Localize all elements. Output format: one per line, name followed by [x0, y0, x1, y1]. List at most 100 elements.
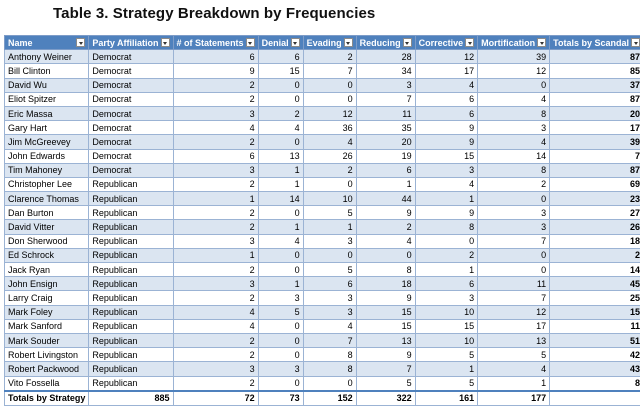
table-cell: 13	[477, 332, 551, 349]
table-cell: 8	[549, 375, 640, 392]
column-header: Corrective	[414, 34, 479, 51]
table-cell: 2	[172, 77, 259, 93]
totals-cell: 322	[355, 389, 416, 406]
table-cell: 2	[172, 332, 259, 349]
table-row: Mark Souder Republican 2 0 7 13 10 13 51	[3, 332, 640, 349]
filter-dropdown-icon[interactable]	[465, 38, 475, 48]
column-header-label: # of Statements	[176, 37, 244, 48]
table-cell: 11	[549, 318, 640, 334]
table-cell: Mark Souder	[3, 332, 90, 349]
table-cell: Democrat	[88, 63, 174, 79]
table-cell: 43	[549, 361, 640, 377]
table-cell: 4	[172, 120, 259, 136]
table-cell: 6	[257, 49, 304, 65]
table-cell: 1	[414, 261, 479, 278]
table-cell: 8	[302, 347, 357, 363]
totals-cell	[549, 389, 640, 406]
table-cell: 3	[172, 105, 259, 122]
table-cell: 0	[257, 332, 304, 349]
table-cell: Bill Clinton	[3, 63, 90, 79]
table-title: Table 3. Strategy Breakdown by Frequenci…	[53, 5, 376, 22]
table-cell: 15	[355, 318, 416, 334]
table-cell: Anthony Weiner	[3, 49, 90, 65]
table-cell: 2	[172, 219, 259, 235]
filter-dropdown-icon[interactable]	[76, 38, 86, 48]
table-row: Mark Foley Republican 4 5 3 15 10 12 15	[3, 304, 640, 320]
table-cell: 4	[302, 318, 357, 334]
table-cell: 2	[172, 347, 259, 363]
table-cell: 2	[549, 247, 640, 264]
table-row: Eliot Spitzer Democrat 2 0 0 7 6 4 87	[3, 91, 640, 107]
table-cell: Republican	[88, 191, 174, 207]
table-row: Anthony Weiner Democrat 6 6 2 28 12 39 87	[3, 49, 640, 65]
table-cell: 3	[302, 233, 357, 249]
table-cell: 20	[355, 134, 416, 150]
table-cell: 10	[414, 304, 479, 320]
filter-dropdown-icon[interactable]	[537, 38, 547, 48]
table-row: Don Sherwood Republican 3 4 3 4 0 7 18	[3, 233, 640, 249]
table-cell: 3	[172, 162, 259, 178]
table-cell: 9	[355, 290, 416, 306]
table-cell: Gary Hart	[3, 120, 90, 136]
table-row: Robert Livingston Republican 2 0 8 9 5 5 42	[3, 347, 640, 363]
table-cell: 3	[172, 276, 259, 292]
filter-dropdown-icon[interactable]	[160, 38, 170, 48]
table-cell: 9	[414, 205, 479, 221]
table-row: Gary Hart Democrat 4 4 36 35 9 3 17	[3, 120, 640, 136]
table-row: David Wu Democrat 2 0 0 3 4 0 37	[3, 77, 640, 93]
table-cell: 0	[302, 91, 357, 107]
table-cell: 6	[414, 276, 479, 292]
table-cell: 69	[549, 176, 640, 193]
table-cell: 3	[414, 162, 479, 178]
table-cell: 6	[414, 91, 479, 107]
filter-dropdown-icon[interactable]	[631, 38, 640, 48]
table-cell: 5	[302, 261, 357, 278]
table-cell: 15	[549, 304, 640, 320]
totals-cell: 72	[172, 389, 259, 406]
table-cell: 3	[257, 361, 304, 377]
table-cell: 5	[477, 347, 551, 363]
table-cell: Democrat	[88, 105, 174, 122]
table-cell: 1	[355, 176, 416, 193]
table-cell: Republican	[88, 261, 174, 278]
filter-dropdown-icon[interactable]	[290, 38, 300, 48]
table-cell: 14	[257, 191, 304, 207]
table-cell: 20	[549, 105, 640, 122]
table-row: Jack Ryan Republican 2 0 5 8 1 0 14	[3, 261, 640, 278]
column-header: Totals by Scandal	[549, 34, 640, 51]
table-cell: 4	[414, 176, 479, 193]
table-cell: Republican	[88, 205, 174, 221]
table-cell: John Ensign	[3, 276, 90, 292]
table-cell: 1	[414, 361, 479, 377]
table-cell: 3	[257, 290, 304, 306]
table-cell: 37	[549, 77, 640, 93]
table-cell: 45	[549, 276, 640, 292]
table-row: Ed Schrock Republican 1 0 0 0 2 0 2	[3, 247, 640, 264]
filter-dropdown-icon[interactable]	[343, 38, 353, 48]
table-cell: 6	[355, 162, 416, 178]
table-cell: 17	[549, 120, 640, 136]
table-cell: 11	[355, 105, 416, 122]
table-cell: 2	[302, 49, 357, 65]
table-row: Dan Burton Republican 2 0 5 9 9 3 27	[3, 205, 640, 221]
table-cell: 18	[355, 276, 416, 292]
table-cell: 27	[549, 205, 640, 221]
table-cell: 5	[257, 304, 304, 320]
table-cell: 1	[257, 219, 304, 235]
filter-dropdown-icon[interactable]	[245, 38, 255, 48]
table-cell: Robert Packwood	[3, 361, 90, 377]
table-cell: 12	[477, 304, 551, 320]
table-cell: 0	[257, 91, 304, 107]
table-cell: 1	[257, 276, 304, 292]
table-cell: Republican	[88, 361, 174, 377]
table-row: Tim Mahoney Democrat 3 1 2 6 3 8 87	[3, 162, 640, 178]
filter-dropdown-icon[interactable]	[402, 38, 412, 48]
table-cell: 17	[477, 318, 551, 334]
table-cell: Republican	[88, 347, 174, 363]
table-cell: Republican	[88, 375, 174, 392]
table-cell: 4	[355, 233, 416, 249]
column-header-label: Evading	[306, 37, 342, 48]
table-cell: 7	[302, 63, 357, 79]
strategy-table: Name Party Affiliation # of Statements Deni…	[3, 34, 640, 406]
table-cell: 0	[477, 77, 551, 93]
